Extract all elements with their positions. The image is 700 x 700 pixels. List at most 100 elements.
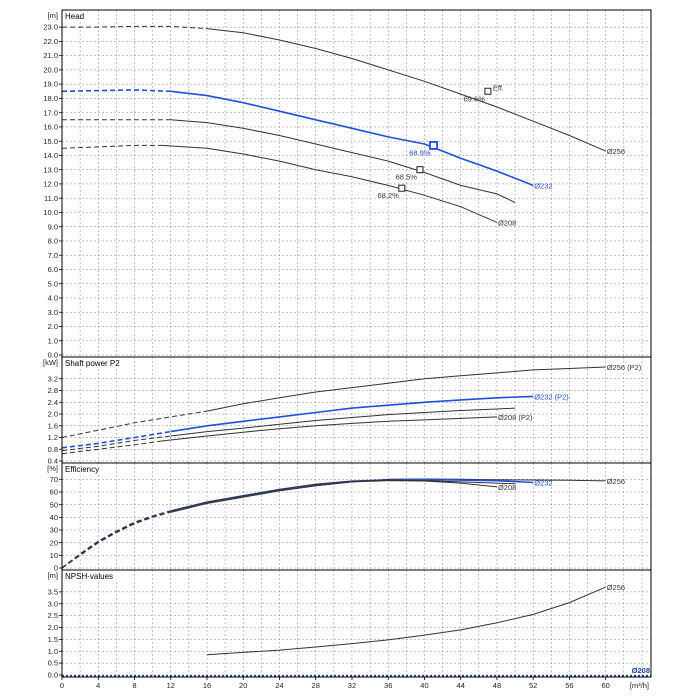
series-line [206, 28, 606, 152]
y-tick-label: 23.0 [43, 23, 58, 32]
panel-title: NPSH-values [65, 572, 113, 581]
y-tick-label: 9.0 [48, 222, 58, 231]
series-layer [61, 25, 651, 677]
y-tick-label: 3.0 [48, 599, 58, 608]
series-line [170, 395, 534, 433]
series-end-label: Ø208 (P2) [498, 413, 533, 422]
series-line-dashed [61, 89, 171, 93]
y-tick-label: 4.0 [48, 294, 58, 303]
efficiency-marker-note: Eff. [493, 83, 504, 92]
x-tick-label: 20 [239, 681, 247, 690]
y-tick-label: 0 [54, 564, 58, 573]
frames-layer [61, 9, 652, 680]
panel-title: Head [65, 12, 84, 21]
x-tick-label: 52 [529, 681, 537, 690]
series-line-dashed [61, 510, 171, 569]
series-line-dashed [61, 516, 153, 569]
y-tick-label: 0.8 [48, 445, 58, 454]
y-tick-label: 2.4 [48, 398, 58, 407]
series-end-label: Ø232 [534, 181, 552, 190]
efficiency-marker [398, 184, 406, 192]
y-tick-label: 60 [50, 488, 58, 497]
panel-frame [61, 462, 652, 571]
x-tick-label: 36 [384, 681, 392, 690]
series-line [170, 480, 498, 513]
y-tick-label: 6.0 [48, 265, 58, 274]
x-tick-label: 12 [167, 681, 175, 690]
x-tick-label: 0 [60, 681, 64, 690]
efficiency-marker-label: 68.5% [396, 173, 418, 182]
y-tick-label: 8.0 [48, 237, 58, 246]
panel-frame [61, 569, 652, 678]
y-tick-label: 3.2 [48, 374, 58, 383]
x-tick-label: 32 [348, 681, 356, 690]
y-tick-label: 10.0 [43, 208, 58, 217]
y-tick-label: 1.5 [48, 635, 58, 644]
series-line [170, 119, 516, 203]
series-line [170, 90, 534, 187]
y-tick-label: 17.0 [43, 108, 58, 117]
y-unit-label: [%] [47, 464, 58, 473]
y-unit-label: [m] [48, 571, 58, 580]
series-end-label: Ø232 (P2) [534, 392, 569, 401]
panel-title-bg [63, 11, 87, 21]
y-tick-label: 0.0 [48, 671, 58, 680]
x-tick-label: 44 [457, 681, 465, 690]
y-tick-label: 3.0 [48, 308, 58, 317]
y-tick-label: 5.0 [48, 279, 58, 288]
series-line [170, 407, 516, 437]
y-tick-label: 1.0 [48, 336, 58, 345]
panel-frame [61, 9, 652, 358]
series-end-label: Ø256 [607, 583, 625, 592]
efficiency-marker-label: 68.2% [378, 191, 400, 200]
y-tick-label: 10 [50, 551, 58, 560]
y-tick-label: 1.6 [48, 421, 58, 430]
y-tick-label: 2.0 [48, 623, 58, 632]
x-tick-label: 40 [420, 681, 428, 690]
y-tick-label: 0.5 [48, 659, 58, 668]
x-tick-label: 4 [96, 681, 100, 690]
series-end-label: Ø256 [607, 147, 625, 156]
panel-title-bg [63, 358, 131, 368]
x-tick-label: 24 [275, 681, 283, 690]
series-line [170, 479, 516, 512]
series-line-dashed [62, 25, 208, 30]
series-line-dashed [61, 430, 171, 449]
panel-title: Efficiency [65, 465, 99, 474]
y-tick-label: 2.0 [48, 410, 58, 419]
y-tick-label: 18.0 [43, 94, 58, 103]
y-tick-label: 1.2 [48, 433, 58, 442]
series-line-dashed [61, 144, 162, 149]
y-tick-label: 30 [50, 526, 58, 535]
y-tick-label: 16.0 [43, 123, 58, 132]
x-tick-label: 48 [493, 681, 501, 690]
y-tick-label: 0.0 [48, 351, 58, 360]
baseline-label: Ø208 [632, 666, 650, 675]
series-line [206, 586, 606, 656]
series-line-dashed [61, 440, 162, 455]
y-tick-label: 19.0 [43, 80, 58, 89]
series-end-label: Ø208 [498, 218, 516, 227]
y-tick-label: 1.0 [48, 647, 58, 656]
y-tick-label: 2.5 [48, 611, 58, 620]
x-tick-label: 28 [312, 681, 320, 690]
y-tick-label: 40 [50, 513, 58, 522]
y-tick-label: 15.0 [43, 137, 58, 146]
y-tick-label: 20.0 [43, 65, 58, 74]
y-tick-label: 3.5 [48, 587, 58, 596]
panel-frame [61, 356, 652, 464]
series-line [161, 416, 498, 442]
series-line [161, 144, 498, 223]
y-tick-label: 13.0 [43, 165, 58, 174]
y-tick-label: 20 [50, 538, 58, 547]
efficiency-marker [416, 166, 424, 174]
y-tick-label: 11.0 [44, 194, 58, 203]
efficiency-marker [429, 141, 438, 150]
series-line-dashed [61, 435, 171, 452]
y-tick-label: 21.0 [43, 51, 58, 60]
y-tick-label: 2.8 [48, 386, 58, 395]
grid-layer [59, 10, 651, 677]
x-tick-label: 60 [602, 681, 610, 690]
y-tick-label: 7.0 [48, 251, 58, 260]
